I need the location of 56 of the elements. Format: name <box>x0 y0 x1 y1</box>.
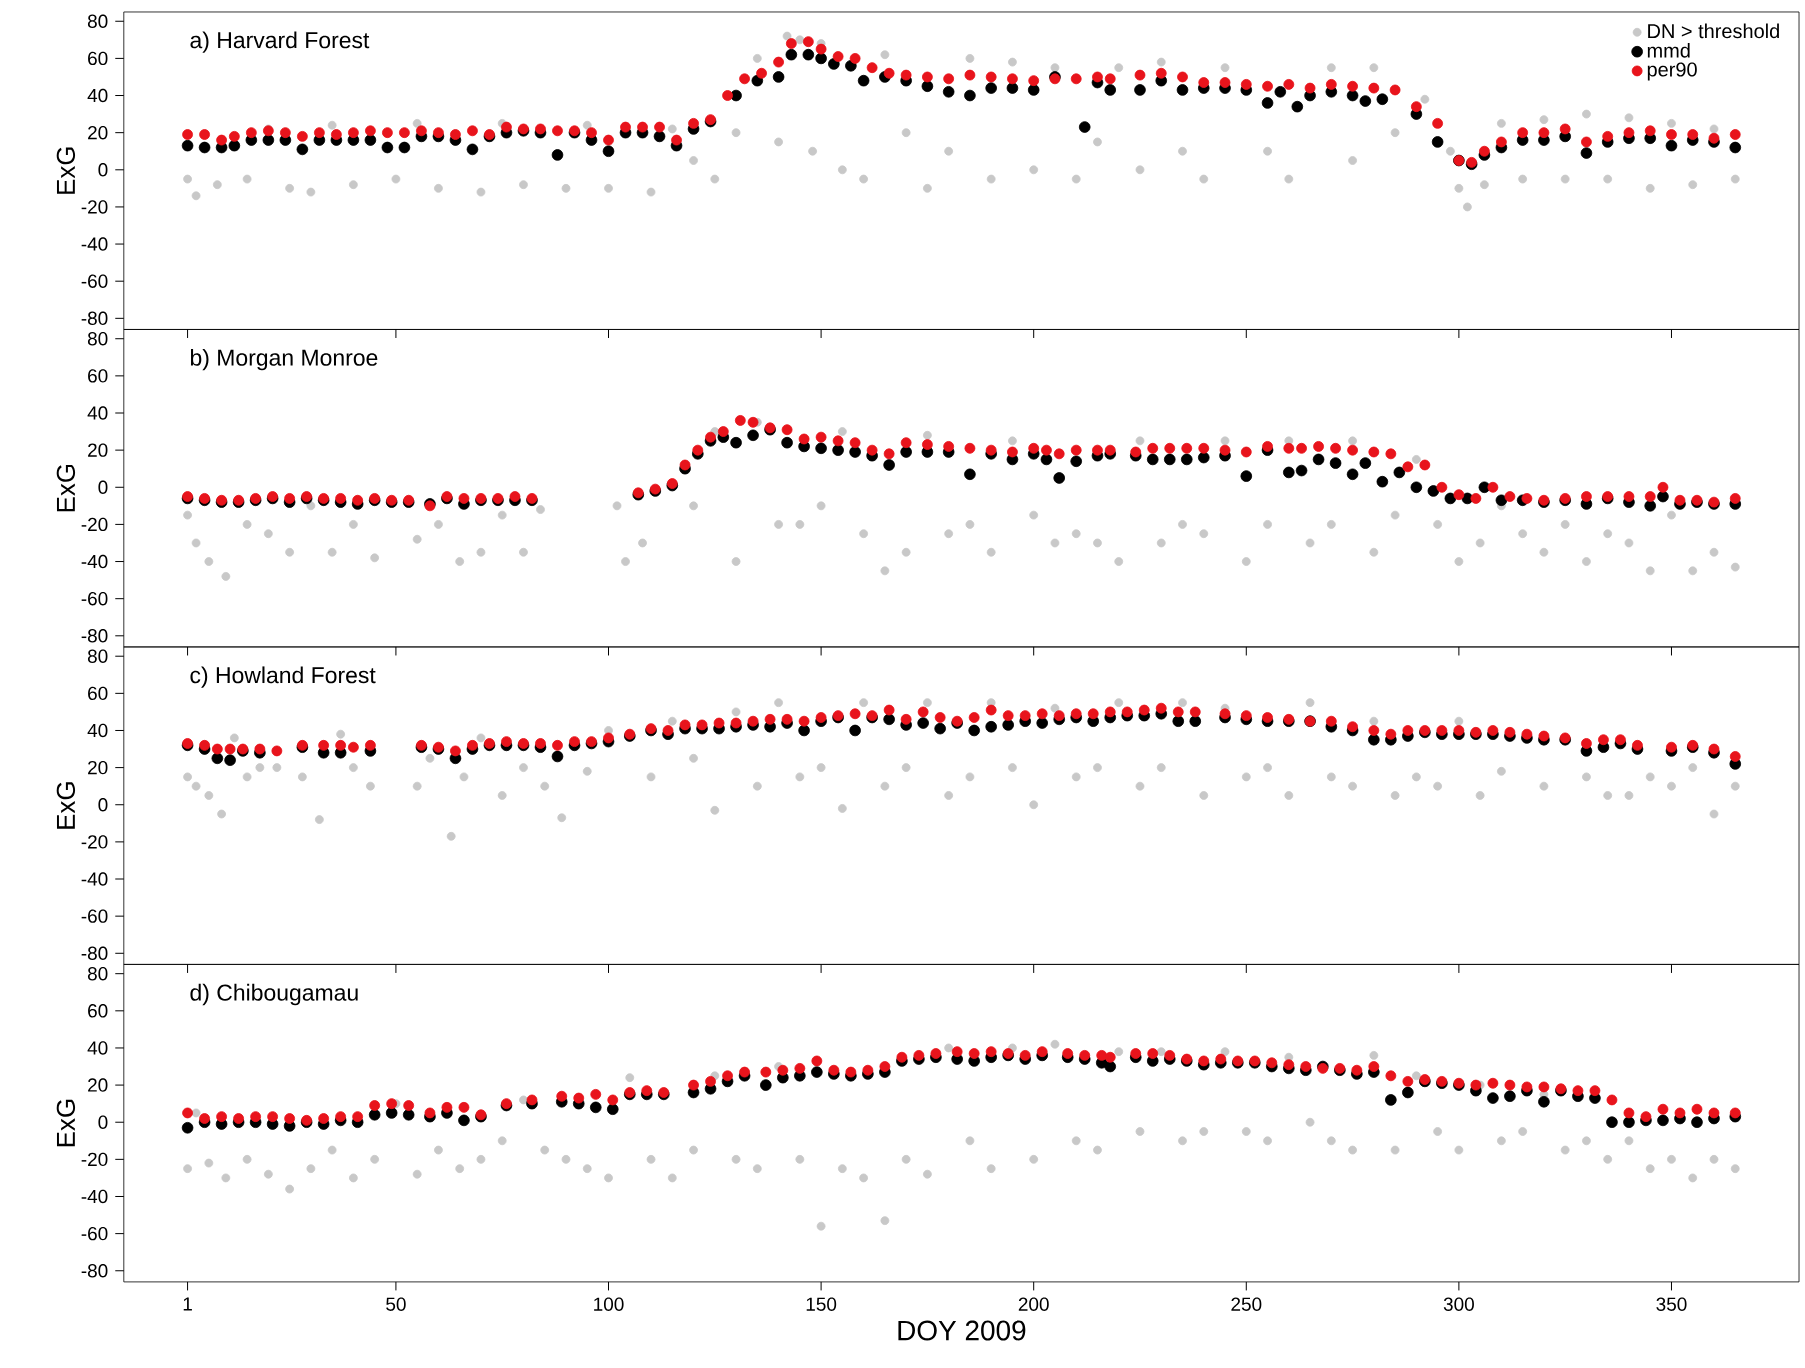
y-tick-label: -40 <box>81 1189 108 1204</box>
legend-label: per90 <box>1647 62 1697 81</box>
y-tick-label: -60 <box>81 1227 108 1241</box>
y-tick-label: 80 <box>87 332 108 346</box>
y-tick-label: -20 <box>81 1152 108 1167</box>
y-tick-label: -40 <box>81 554 108 569</box>
x-tick-label: 50 <box>386 1297 406 1312</box>
y-tick-label: 60 <box>88 51 108 66</box>
x-tick-label: 150 <box>806 1297 837 1312</box>
y-tick-label: 40 <box>87 406 108 420</box>
y-tick-label: -80 <box>81 946 108 961</box>
y-tick-label: -20 <box>81 517 108 532</box>
y-tick-label: -20 <box>81 200 108 214</box>
y-tick-label: -80 <box>81 629 108 643</box>
y-tick-label: 40 <box>87 88 108 103</box>
y-tick-label: 20 <box>88 443 108 457</box>
text: a) Harvard Forest <box>190 31 370 53</box>
y-tick-label: -20 <box>81 835 108 849</box>
y-tick-label: -40 <box>81 872 108 886</box>
y-axis-title: ExG <box>56 465 76 512</box>
y-tick-label: 40 <box>87 1041 108 1055</box>
y-tick-label: -60 <box>81 274 108 289</box>
legend-label: mmd <box>1647 43 1690 58</box>
y-tick-label: 80 <box>87 967 108 981</box>
y-tick-label: -40 <box>81 237 108 251</box>
y-tick-label: -60 <box>81 909 108 924</box>
y-axis-title: ExG <box>56 147 76 194</box>
y-tick-label: 0 <box>98 163 108 177</box>
y-axis-title: ExG <box>56 1099 76 1147</box>
x-tick-label: 200 <box>1018 1297 1049 1312</box>
y-tick-label: 40 <box>87 723 108 738</box>
y-tick-label: 80 <box>87 14 108 29</box>
y-tick-label: 60 <box>88 686 108 701</box>
text: c) Howland Forest <box>190 666 376 688</box>
text: b) Morgan Monroe <box>190 349 378 371</box>
y-tick-label: 0 <box>98 798 108 812</box>
y-tick-label: 20 <box>88 1078 108 1092</box>
x-tick-label: 1 <box>183 1297 192 1311</box>
text: d) Chibougamau <box>190 984 358 1006</box>
y-tick-label: -60 <box>81 592 108 606</box>
y-tick-label: 20 <box>88 761 108 775</box>
x-tick-label: 350 <box>1656 1297 1687 1312</box>
y-tick-label: -80 <box>81 1264 108 1278</box>
x-tick-label: 100 <box>594 1297 624 1312</box>
x-tick-label: 250 <box>1231 1297 1262 1312</box>
y-tick-label: 80 <box>87 649 108 664</box>
y-tick-label: 0 <box>98 1115 108 1130</box>
y-tick-label: -80 <box>81 311 108 326</box>
y-tick-label: 20 <box>88 126 108 140</box>
legend-label: DN > threshold <box>1648 23 1779 39</box>
y-tick-label: 60 <box>88 369 108 383</box>
x-tick-label: 300 <box>1443 1297 1474 1312</box>
y-tick-label: 0 <box>98 480 108 495</box>
y-axis-title: ExG <box>56 782 76 829</box>
x-axis-title: DOY 2009 <box>898 1320 1026 1341</box>
y-tick-label: 60 <box>88 1004 108 1018</box>
